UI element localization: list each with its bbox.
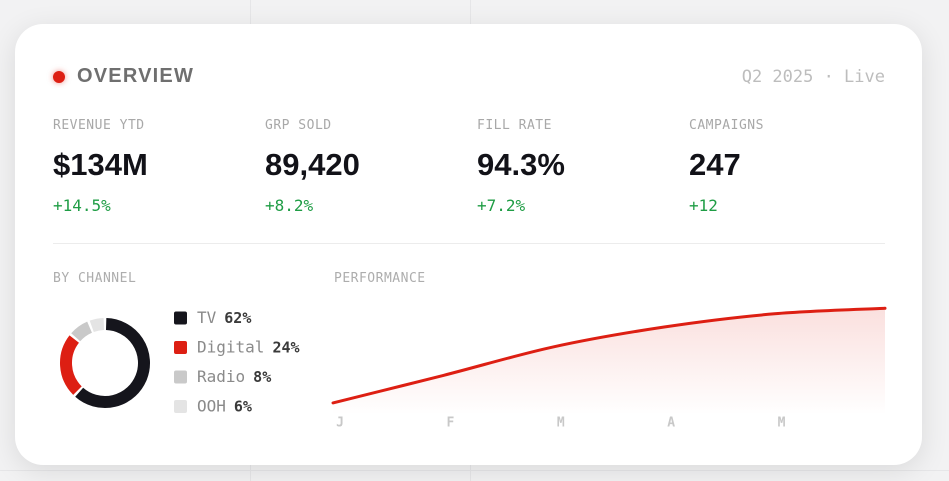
legend-value: 24% [272,338,299,356]
kpi-change: +8.2% [265,196,314,215]
legend-swatch [174,341,187,354]
legend-entry: TV 62% [197,308,251,327]
kpi-change: +12 [689,196,718,215]
section-title: PERFORMANCE [334,271,426,286]
legend-swatch [174,400,187,413]
bg-line [0,470,949,471]
donut-segment [75,318,150,408]
kpi-change: +14.5% [53,196,111,215]
legend-value: 8% [253,368,271,386]
kpi-label: FILL RATE [477,118,552,133]
legend-name: Radio [197,367,245,386]
x-tick-label: F [446,416,454,431]
x-tick-label: M [557,416,565,431]
divider [53,243,885,244]
line-area [333,308,885,415]
kpi-value: 89,420 [265,147,360,182]
legend-entry: Digital 24% [197,337,300,356]
x-tick-label: A [667,416,675,431]
x-tick-label: J [336,416,344,431]
legend-name: TV [197,308,217,327]
donut-segment [89,318,105,333]
legend-name: Digital [197,337,264,356]
status-dot [53,71,65,83]
section-title: BY CHANNEL [53,271,137,286]
kpi-label: GRP SOLD [265,118,332,133]
legend-swatch [174,311,187,325]
donut-segment [71,321,93,342]
kpi-value: 94.3% [477,147,565,182]
kpi-label: CAMPAIGNS [689,118,764,133]
legend-name: OOH [197,396,226,415]
line [331,306,887,405]
kpi-value: 247 [689,147,741,182]
legend-entry: Radio 8% [197,367,271,386]
donut-segment [60,335,82,395]
kpi-value: $134M [53,147,148,182]
legend-value: 62% [224,309,251,327]
kpi-change: +7.2% [477,196,526,215]
kpi-label: REVENUE YTD [53,118,145,133]
card-title: OVERVIEW [77,65,195,87]
legend-entry: OOH 6% [197,396,252,415]
legend-swatch [174,370,187,384]
x-tick-label: M [778,416,786,431]
legend-value: 6% [234,397,252,415]
period-label: Q2 2025 · Live [741,67,885,87]
